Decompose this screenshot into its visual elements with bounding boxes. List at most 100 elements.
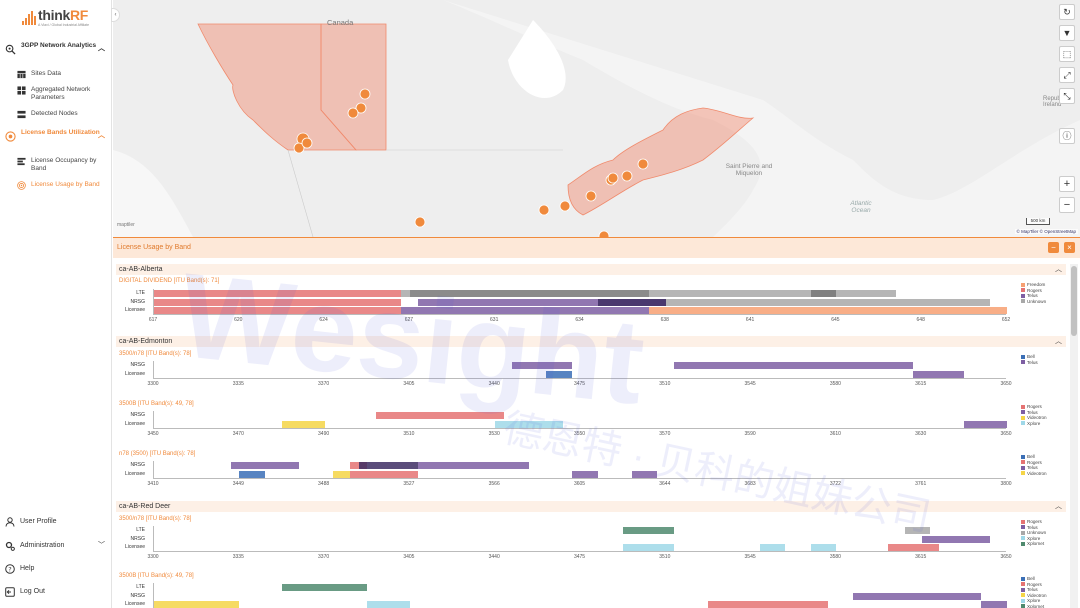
legend-entry[interactable]: Unknown — [1021, 299, 1046, 305]
legend-entry[interactable]: Rogers — [1021, 460, 1047, 466]
sidebar-administration[interactable]: Administration ﹀ — [0, 540, 112, 554]
band-track[interactable] — [153, 289, 1007, 315]
band-track[interactable] — [153, 583, 1007, 608]
usage-bar[interactable] — [913, 370, 965, 378]
zoom-in-button[interactable]: + — [1059, 176, 1075, 192]
maptiler-logo[interactable]: maptiler — [117, 222, 135, 228]
usage-bar[interactable] — [810, 290, 837, 297]
usage-bar[interactable] — [358, 462, 419, 469]
usage-bar[interactable] — [281, 420, 325, 428]
minimize-button[interactable]: − — [1048, 242, 1059, 253]
filter-button[interactable]: ▼ — [1059, 25, 1075, 41]
usage-bar[interactable] — [375, 412, 504, 419]
scrollbar-thumb[interactable] — [1071, 266, 1077, 336]
usage-bar[interactable] — [674, 362, 914, 369]
band-track[interactable] — [153, 461, 1006, 479]
map-canvas[interactable] — [113, 0, 1080, 237]
legend-entry[interactable]: Videotron — [1021, 471, 1047, 477]
sidebar-item-sites-data[interactable]: Sites Data — [0, 70, 112, 84]
usage-bar[interactable] — [350, 470, 419, 478]
usage-bar[interactable] — [401, 290, 410, 297]
usage-bar[interactable] — [648, 307, 1007, 314]
usage-bar[interactable] — [512, 362, 572, 369]
legend-entry[interactable]: Bell — [1021, 354, 1038, 360]
usage-bar[interactable] — [887, 544, 939, 551]
usage-bar[interactable] — [367, 601, 410, 608]
chevron-down-icon[interactable]: ﹀ — [98, 542, 105, 549]
legend-entry[interactable]: Telus — [1021, 587, 1047, 593]
usage-bar[interactable] — [154, 290, 402, 297]
usage-bar[interactable] — [708, 601, 828, 608]
usage-bar[interactable] — [281, 584, 368, 591]
usage-bar[interactable] — [597, 298, 666, 306]
usage-bar[interactable] — [546, 370, 572, 378]
select-button[interactable]: ⬚ — [1059, 46, 1075, 62]
sidebar-item-aggregated[interactable]: Aggregated Network Parameters — [0, 86, 112, 108]
legend-entry[interactable]: Xplore — [1021, 421, 1047, 427]
usage-bar[interactable] — [401, 307, 649, 314]
band-track[interactable] — [153, 526, 1006, 552]
close-button[interactable]: × — [1064, 242, 1075, 253]
legend-entry[interactable]: Xplornet — [1021, 604, 1047, 608]
nav-head-3gpp[interactable]: 3GPP Network Analytics ︿ — [0, 42, 112, 64]
legend-entry[interactable]: Telus — [1021, 410, 1047, 416]
chevron-up-icon[interactable]: ︿ — [1055, 338, 1062, 345]
usage-bar[interactable] — [759, 544, 786, 551]
section-header[interactable]: ca-AB-Edmonton ︿ — [116, 336, 1066, 347]
legend-entry[interactable]: Telus — [1021, 360, 1038, 366]
legend-entry[interactable]: Xplornet — [1021, 541, 1046, 547]
legend-entry[interactable]: Rogers — [1021, 404, 1047, 410]
usage-bar[interactable] — [853, 592, 982, 600]
chevron-up-icon[interactable]: ︿ — [98, 45, 105, 52]
legend-entry[interactable]: Freedom — [1021, 282, 1046, 288]
map-view[interactable]: Canada Saint Pierre and Miquelon Atlanti… — [113, 0, 1080, 237]
usage-bar[interactable] — [964, 420, 1007, 428]
legend-entry[interactable]: Telus — [1021, 465, 1047, 471]
usage-bar[interactable] — [409, 290, 649, 297]
sidebar-logout[interactable]: Log Out — [0, 586, 112, 600]
legend-entry[interactable]: Rogers — [1021, 582, 1047, 588]
usage-bar[interactable] — [418, 298, 666, 306]
legend-entry[interactable]: Bell — [1021, 454, 1047, 460]
map-attribution[interactable]: © MapTiler © OpenStreetMap — [1014, 229, 1078, 234]
panel-scrollbar[interactable] — [1070, 264, 1078, 608]
legend-entry[interactable]: Xplore — [1021, 598, 1047, 604]
compress-button[interactable]: ⤡ — [1059, 88, 1075, 104]
info-button[interactable]: ⓘ — [1059, 128, 1075, 144]
legend-entry[interactable]: Telus — [1021, 525, 1046, 531]
band-track[interactable] — [153, 361, 1006, 379]
legend-entry[interactable]: Telus — [1021, 293, 1046, 299]
usage-bar[interactable] — [154, 307, 402, 314]
logo[interactable]: thinkRF A Viavi / Global Industrial Affi… — [22, 5, 92, 29]
usage-bar[interactable] — [418, 462, 530, 469]
chevron-up-icon[interactable]: ︿ — [98, 132, 105, 139]
usage-bar[interactable] — [631, 470, 658, 478]
sidebar-item-detected-nodes[interactable]: Detected Nodes — [0, 110, 112, 124]
usage-bar[interactable] — [648, 290, 897, 297]
usage-bar[interactable] — [154, 601, 240, 608]
usage-bar[interactable] — [350, 462, 368, 469]
legend-entry[interactable]: Videotron — [1021, 593, 1047, 599]
legend-entry[interactable]: Rogers — [1021, 288, 1046, 294]
fullscreen-button[interactable]: ⤢ — [1059, 67, 1075, 83]
usage-bar[interactable] — [810, 544, 837, 551]
legend-entry[interactable]: Videotron — [1021, 415, 1047, 421]
usage-bar[interactable] — [571, 470, 598, 478]
usage-bar[interactable] — [981, 601, 1007, 608]
section-header[interactable]: ca-AB-Red Deer ︿ — [116, 501, 1066, 512]
section-header[interactable]: ca-AB-Alberta ︿ — [116, 264, 1066, 275]
chevron-up-icon[interactable]: ︿ — [1055, 503, 1062, 510]
usage-bar[interactable] — [665, 298, 990, 306]
legend-entry[interactable]: Xplore — [1021, 536, 1046, 542]
usage-bar[interactable] — [904, 527, 931, 534]
usage-bar[interactable] — [623, 527, 675, 534]
sidebar-user-profile[interactable]: User Profile — [0, 516, 112, 530]
usage-bar[interactable] — [921, 535, 990, 543]
chevron-up-icon[interactable]: ︿ — [1055, 266, 1062, 273]
zoom-out-button[interactable]: − — [1059, 197, 1075, 213]
legend-entry[interactable]: Rogers — [1021, 519, 1046, 525]
sidebar-collapse-button[interactable]: ‹ — [111, 8, 120, 22]
nav-head-license[interactable]: License Bands Utilization ︿ — [0, 129, 112, 151]
usage-bar[interactable] — [154, 298, 402, 306]
usage-bar[interactable] — [623, 544, 675, 551]
